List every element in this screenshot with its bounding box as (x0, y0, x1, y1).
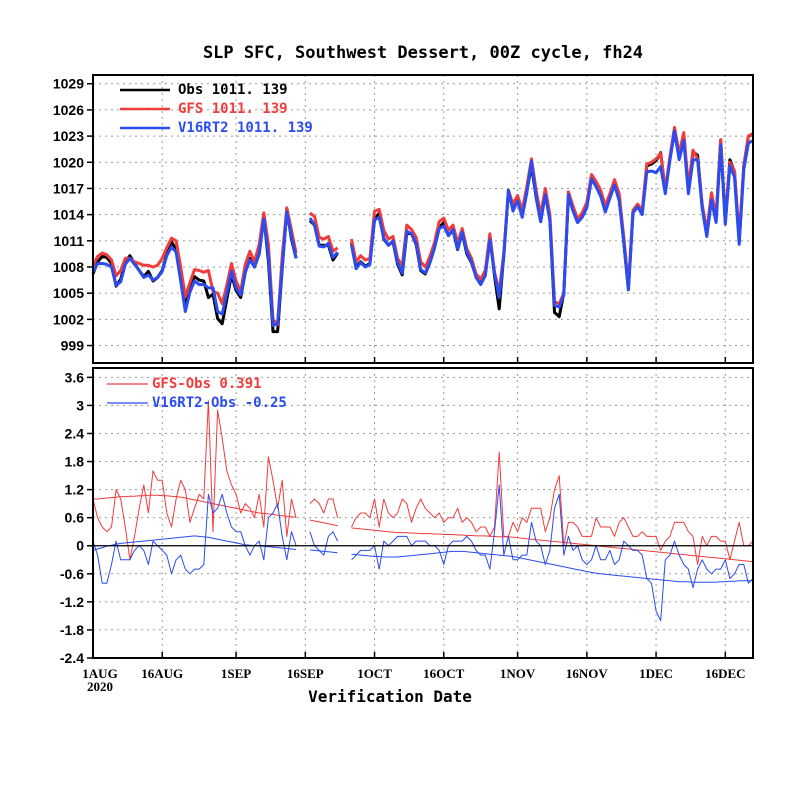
v16-diff-legend-label: V16RT2-Obs -0.25 (152, 395, 287, 411)
y-tick-label: -0.6 (60, 566, 84, 582)
bottom-panel-series (92, 400, 754, 622)
top-panel-series (91, 125, 754, 334)
x-tick-label: 16AUG (141, 666, 183, 681)
y-tick-label: 1.8 (65, 454, 85, 470)
y-tick-label: 1020 (53, 154, 84, 170)
top-panel-grid (92, 75, 753, 363)
v16rt2-running-mean-line (92, 535, 753, 583)
y-tick-label: 1011 (54, 233, 85, 249)
y-tick-label: 999 (61, 338, 85, 354)
gfs-diff-legend-label: GFS-Obs 0.391 (152, 376, 262, 392)
x-tick-label: 1OCT (357, 666, 392, 681)
y-tick-label: 1005 (53, 285, 84, 301)
axes: 1029 1026 1023 1020 1017 1014 1011 1008 1005 1002… (53, 74, 754, 681)
y-tick-label: 3 (76, 397, 84, 413)
x-tick-year: 2020 (87, 679, 113, 694)
gfs-line (91, 125, 754, 327)
v16rt2-line (91, 129, 754, 327)
y-tick-label: 1029 (53, 76, 84, 92)
x-tick-label: 16DEC (705, 666, 745, 681)
y-tick-label: 2.4 (65, 425, 85, 441)
y-tick-label: -1.8 (60, 622, 84, 638)
x-tick-label: 1NOV (500, 666, 536, 681)
x-tick-label: 1SEP (221, 666, 251, 681)
y-tick-label: 1014 (53, 207, 84, 223)
y-tick-label: -1.2 (60, 594, 84, 610)
chart-title: SLP SFC, Southwest Dessert, 00Z cycle, f… (203, 43, 643, 63)
y-tick-label: 1002 (53, 311, 84, 327)
obs-legend-label: Obs 1011. 139 (178, 82, 288, 98)
gfs-difference-line (92, 400, 754, 565)
gfs-running-mean-line (93, 494, 754, 563)
bottom-panel-legend: GFS-Obs 0.391 V16RT2-Obs -0.25 (107, 376, 287, 411)
bottom-panel-grid (92, 368, 753, 659)
x-tick-label: 1AUG (82, 666, 117, 681)
top-panel-legend: Obs 1011. 139 GFS 1011. 139 V16RT2 1011. 1… (120, 82, 313, 136)
y-tick-label: 1008 (53, 259, 84, 275)
y-tick-label: 1023 (53, 128, 84, 144)
y-tick-label: 0.6 (65, 510, 85, 526)
y-tick-label: 3.6 (65, 369, 85, 385)
y-tick-label: 1026 (53, 102, 84, 118)
y-tick-label: -2.4 (60, 650, 84, 666)
x-axis-label: Verification Date (308, 687, 472, 706)
x-tick-label: 1DEC (639, 666, 673, 681)
y-tick-label: 0 (76, 538, 84, 554)
x-tick-label: 16SEP (287, 666, 324, 681)
y-tick-label: 1017 (53, 180, 84, 196)
x-tick-label: 16NOV (566, 666, 609, 681)
v16rt2-legend-label: V16RT2 1011. 139 (178, 120, 313, 136)
v16rt2-difference-line (92, 484, 754, 622)
y-tick-label: 1.2 (65, 482, 85, 498)
bottom-panel-frame (92, 367, 754, 659)
top-panel-frame (92, 74, 754, 364)
gfs-legend-label: GFS 1011. 139 (178, 101, 288, 117)
x-tick-label: 16OCT (423, 666, 465, 681)
